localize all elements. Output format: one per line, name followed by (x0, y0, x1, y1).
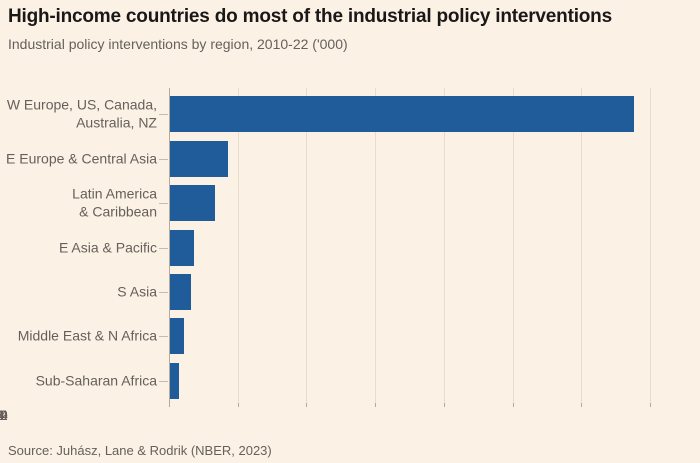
y-axis-tick (159, 114, 168, 116)
y-axis-label: S Asia (117, 283, 157, 300)
bar (170, 96, 634, 133)
y-axis-label: W Europe, US, Canada, Australia, NZ (6, 96, 157, 131)
x-axis-tick (443, 403, 445, 407)
chart-title: High-income countries do most of the ind… (8, 6, 612, 27)
chart-subtitle: Industrial policy interventions by regio… (8, 36, 348, 52)
gridline (650, 88, 651, 403)
x-axis-tick (375, 403, 377, 407)
x-tick-label: 0 (0, 407, 4, 423)
x-axis-tick (512, 403, 514, 407)
y-axis-label: E Asia & Pacific (58, 238, 157, 255)
bar (170, 140, 229, 177)
x-tick-label: 12 (0, 407, 8, 423)
x-tick-label: 6 (0, 407, 4, 423)
gridline (237, 88, 239, 403)
gridline (512, 88, 514, 403)
y-axis-label: Latin America & Caribbean (72, 185, 157, 220)
y-axis-tick (159, 336, 168, 338)
gridline (581, 88, 583, 403)
x-axis-tick (237, 403, 239, 407)
x-tick-label: 2 (0, 407, 4, 423)
y-axis-tick (159, 380, 168, 382)
y-axis-tick (159, 247, 168, 249)
bar (170, 185, 215, 222)
x-axis-tick (306, 403, 308, 407)
x-tick-label: 8 (0, 407, 4, 423)
y-axis-tick (159, 203, 168, 205)
x-axis-tick (650, 403, 651, 407)
y-axis-label: E Europe & Central Asia (6, 149, 157, 166)
gridline (443, 88, 445, 403)
y-axis-line (169, 88, 170, 407)
x-tick-label: 4 (0, 407, 4, 423)
source-note: Source: Juhász, Lane & Rodrik (NBER, 202… (8, 443, 272, 458)
gridline (375, 88, 377, 403)
gridline (306, 88, 308, 403)
y-axis-label: Middle East & N Africa (17, 327, 157, 344)
bar (170, 273, 191, 310)
bar (170, 229, 195, 266)
x-tick-label: 14 (0, 407, 8, 423)
y-axis-tick (159, 158, 168, 160)
bar (170, 318, 184, 355)
bar (170, 362, 179, 399)
x-axis-tick (581, 403, 583, 407)
y-axis-label: Sub-Saharan Africa (35, 372, 157, 389)
y-axis-tick (159, 291, 168, 293)
x-tick-label: 10 (0, 407, 8, 423)
